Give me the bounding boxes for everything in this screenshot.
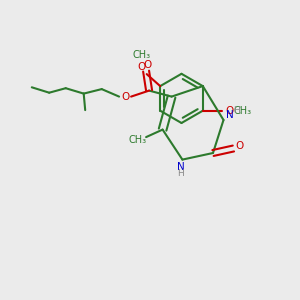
Text: CH₃: CH₃ [129, 134, 147, 145]
Text: H: H [178, 169, 184, 178]
Text: H: H [233, 106, 240, 115]
Text: O: O [143, 60, 152, 70]
Text: N: N [177, 162, 185, 172]
Text: N: N [226, 110, 234, 121]
Text: O: O [138, 61, 146, 72]
Text: CH₃: CH₃ [133, 50, 151, 61]
Text: O: O [226, 106, 234, 116]
Text: CH₃: CH₃ [234, 106, 252, 116]
Text: O: O [122, 92, 130, 102]
Text: O: O [235, 141, 244, 151]
